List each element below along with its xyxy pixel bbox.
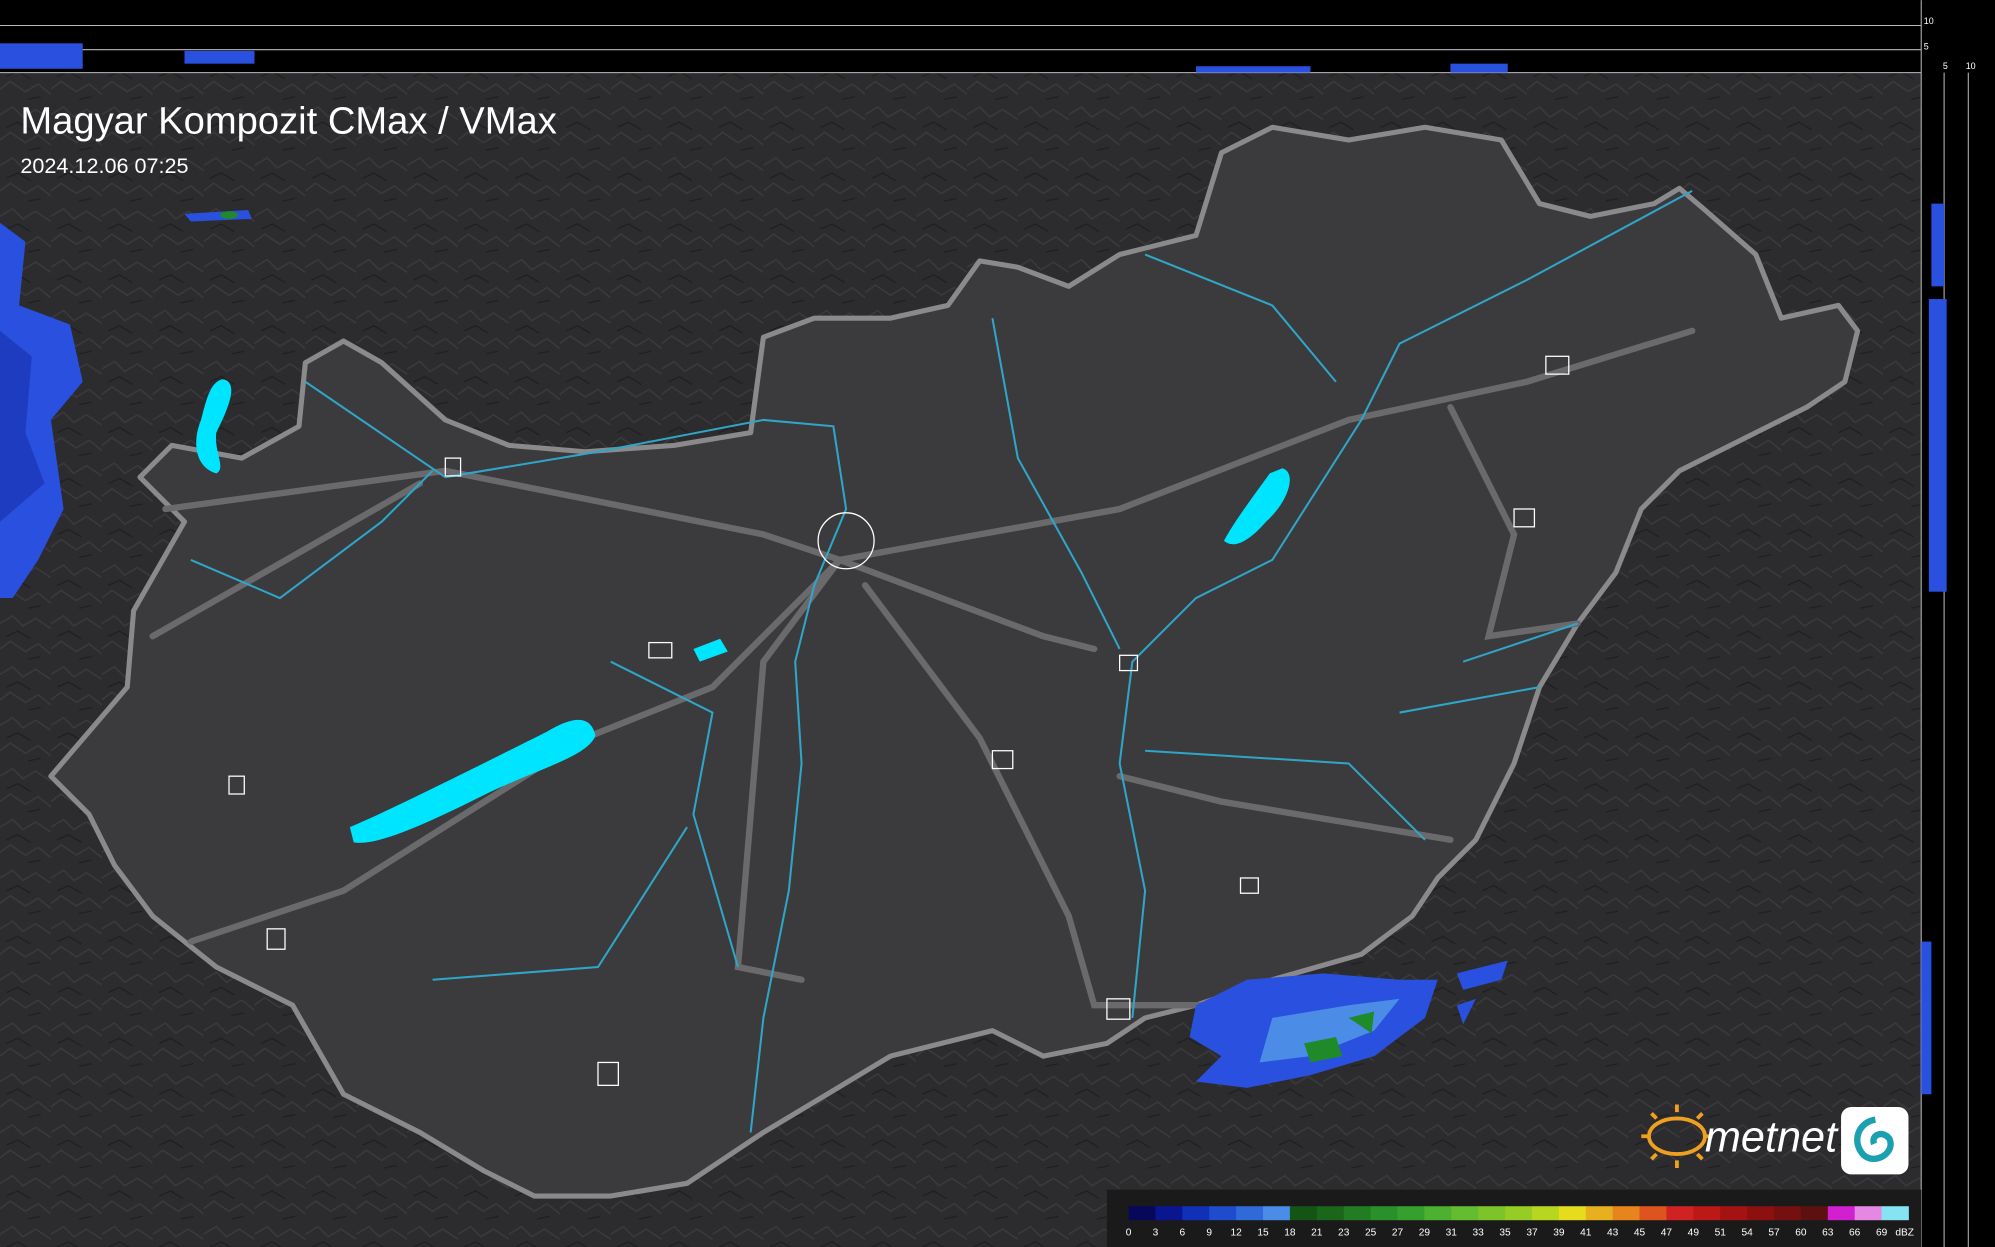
legend-swatch bbox=[1316, 1206, 1345, 1221]
legend-swatch bbox=[1182, 1206, 1210, 1221]
legend-label: 23 bbox=[1338, 1227, 1350, 1238]
side-profile-strip bbox=[1921, 0, 1995, 1247]
side-scale-label: 5 bbox=[1924, 42, 1929, 52]
legend-swatch bbox=[1666, 1206, 1694, 1221]
country-outline bbox=[48, 124, 1861, 1199]
legend-swatch bbox=[1720, 1206, 1748, 1221]
legend-swatch bbox=[1531, 1206, 1560, 1221]
legend-label: 49 bbox=[1688, 1227, 1700, 1238]
side-profile-echoes bbox=[1921, 203, 1947, 1095]
legend-swatch bbox=[1478, 1206, 1506, 1221]
legend-label: 29 bbox=[1419, 1227, 1431, 1238]
legend-swatch bbox=[1343, 1206, 1371, 1221]
legend-swatch bbox=[1451, 1206, 1479, 1221]
legend-swatch bbox=[1774, 1206, 1802, 1221]
legend-label: 31 bbox=[1446, 1227, 1458, 1238]
lakes bbox=[196, 379, 1290, 843]
legend-swatch bbox=[1128, 1206, 1156, 1221]
legend-label: 6 bbox=[1180, 1227, 1186, 1238]
legend-label: 21 bbox=[1311, 1227, 1323, 1238]
legend-label: 18 bbox=[1284, 1227, 1296, 1238]
legend-label: 25 bbox=[1365, 1227, 1377, 1238]
legend-swatch bbox=[1854, 1206, 1882, 1221]
legend-swatch bbox=[1505, 1206, 1533, 1221]
legend-swatch bbox=[1397, 1206, 1425, 1221]
legend-label: 0 bbox=[1126, 1227, 1132, 1238]
legend-swatch bbox=[1800, 1206, 1829, 1221]
side-scale-label: 10 bbox=[1966, 61, 1976, 71]
legend-swatch bbox=[1209, 1206, 1237, 1221]
legend-label: 33 bbox=[1473, 1227, 1485, 1238]
legend-swatch bbox=[1558, 1206, 1587, 1221]
legend-swatch bbox=[1289, 1206, 1318, 1221]
legend-swatch bbox=[1612, 1206, 1640, 1221]
legend-swatch bbox=[1585, 1206, 1614, 1221]
legend-label: 47 bbox=[1661, 1227, 1673, 1238]
legend-swatch bbox=[1370, 1206, 1398, 1221]
legend-label: 69 bbox=[1876, 1227, 1888, 1238]
legend-label: 27 bbox=[1392, 1227, 1404, 1238]
legend-swatch bbox=[1827, 1206, 1856, 1221]
legend-label: 60 bbox=[1795, 1227, 1807, 1238]
legend-label: 9 bbox=[1206, 1227, 1212, 1238]
logo-brand: metnet bbox=[1705, 1114, 1839, 1162]
legend-label: 57 bbox=[1768, 1227, 1780, 1238]
profile-lines bbox=[0, 25, 1995, 74]
legend-label: 39 bbox=[1553, 1227, 1565, 1238]
map-title: Magyar Kompozit CMax / VMax bbox=[20, 100, 556, 143]
side-scale-label: 5 bbox=[1943, 61, 1948, 71]
rivers bbox=[190, 190, 1693, 1133]
legend-swatch bbox=[1747, 1206, 1775, 1221]
side-scale-label: 10 bbox=[1924, 16, 1934, 26]
legend-unit: dBZ bbox=[1895, 1227, 1914, 1238]
legend-label: 51 bbox=[1715, 1227, 1727, 1238]
legend-swatch bbox=[1263, 1206, 1291, 1221]
legend-label: 45 bbox=[1634, 1227, 1646, 1238]
color-legend: 0 3 6 9 12 15 18 21 23 25 27 29 31 33 35 37 39 41 43 45 47 49… bbox=[1126, 1206, 1914, 1238]
map-timestamp: 2024.12.06 07:25 bbox=[20, 153, 188, 178]
legend-label: 66 bbox=[1849, 1227, 1861, 1238]
legend-swatch bbox=[1881, 1206, 1909, 1221]
legend-label: 54 bbox=[1741, 1227, 1753, 1238]
legend-swatch bbox=[1693, 1206, 1721, 1221]
top-profile-strip bbox=[0, 0, 1922, 73]
legend-label: 3 bbox=[1153, 1227, 1159, 1238]
legend-swatch bbox=[1424, 1206, 1452, 1221]
legend-label: 63 bbox=[1822, 1227, 1834, 1238]
legend-label: 41 bbox=[1580, 1227, 1592, 1238]
legend-swatch bbox=[1639, 1206, 1667, 1221]
legend-label: 35 bbox=[1499, 1227, 1511, 1238]
legend-swatch bbox=[1236, 1206, 1264, 1221]
radar-echoes bbox=[0, 209, 1508, 1088]
profile-echoes bbox=[0, 43, 1508, 73]
legend-label: 12 bbox=[1230, 1227, 1242, 1238]
logo: metnet bbox=[1641, 1104, 1909, 1175]
legend-label: 43 bbox=[1607, 1227, 1619, 1238]
legend-swatch bbox=[1155, 1206, 1183, 1221]
legend-label: 37 bbox=[1526, 1227, 1538, 1238]
town-outlines bbox=[228, 355, 1570, 1086]
legend-label: 15 bbox=[1257, 1227, 1269, 1238]
